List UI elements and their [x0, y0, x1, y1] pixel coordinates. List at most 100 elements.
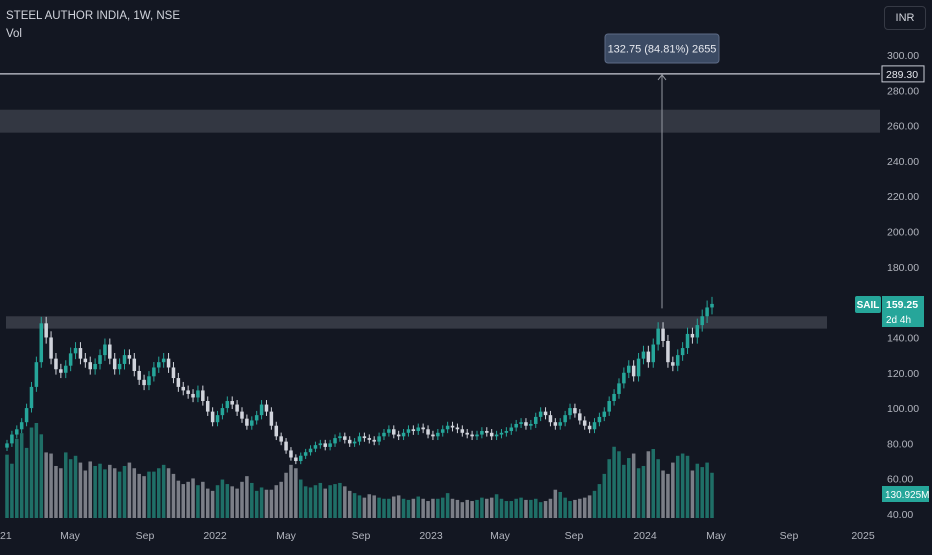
volume-bar: [230, 486, 234, 518]
volume-bar: [602, 473, 607, 518]
candle-body: [186, 390, 190, 394]
candle-body: [480, 431, 484, 435]
volume-bar: [387, 498, 391, 518]
candle-body: [176, 378, 181, 387]
candle-body: [406, 429, 411, 433]
candle-body: [695, 325, 700, 338]
volume-bar: [372, 495, 376, 518]
volume-bar: [440, 497, 445, 518]
volume-bar: [416, 496, 421, 518]
volume-bar: [396, 495, 401, 518]
resistance-zone-upper: [0, 109, 880, 133]
countdown-label: 2d 4h: [886, 315, 911, 326]
volume-bar: [298, 479, 303, 518]
candle-body: [313, 445, 318, 449]
candle-body: [103, 344, 107, 356]
volume-bar: [117, 471, 122, 518]
volume-bar: [269, 489, 274, 518]
volume-bar: [656, 459, 660, 518]
candle-body: [455, 427, 460, 430]
volume-last-badge: [882, 486, 929, 502]
volume-bar: [352, 493, 357, 518]
volume-bar: [171, 473, 176, 518]
measure-label: 132.75 (84.81%) 2655: [608, 44, 717, 56]
y-tick-label: 240.00: [887, 156, 919, 168]
candle-body: [284, 441, 288, 451]
candle-body: [445, 425, 450, 430]
volume-bar: [294, 468, 298, 518]
candle-body: [230, 401, 234, 405]
volume-bar: [695, 463, 700, 518]
candle-body: [254, 415, 259, 421]
candle-body: [690, 333, 695, 338]
candle-body: [666, 340, 670, 363]
candle-body: [372, 439, 376, 442]
volume-bar: [274, 485, 279, 518]
volume-bar: [411, 498, 416, 518]
volume-bar: [318, 482, 323, 518]
candle-body: [362, 436, 367, 439]
y-tick-label: 220.00: [887, 191, 919, 203]
volume-bar: [445, 493, 450, 518]
volume-bar: [215, 485, 220, 518]
currency-button[interactable]: INR: [884, 6, 926, 30]
volume-bar: [210, 490, 215, 518]
candle-body: [514, 423, 518, 428]
candle-body: [328, 443, 332, 447]
volume-bar: [382, 498, 386, 518]
candle-body: [710, 303, 714, 308]
candle-body: [152, 367, 156, 377]
candle-body: [137, 371, 141, 380]
candle-body: [705, 307, 709, 317]
candle-body: [592, 422, 597, 430]
volume-bar: [548, 498, 553, 518]
y-tick-label: 40.00: [887, 509, 913, 521]
volume-bar: [470, 501, 474, 518]
candle-body: [73, 348, 78, 354]
candle-body: [538, 411, 543, 417]
candle-body: [122, 355, 127, 364]
volume-bar: [460, 502, 465, 518]
candle-body: [573, 408, 577, 414]
volume-indicator-label[interactable]: Vol: [6, 28, 22, 40]
candle-body: [318, 443, 323, 446]
volume-bar: [622, 464, 626, 518]
volume-bar: [225, 484, 230, 518]
y-tick-label: 100.00: [887, 403, 919, 415]
candle-body: [641, 351, 646, 359]
volume-bar: [279, 481, 283, 518]
x-tick-label: 2023: [419, 530, 443, 542]
candle-body: [205, 401, 210, 412]
candle-body: [367, 438, 372, 440]
volume-bar: [98, 463, 102, 518]
x-tick-label: May: [276, 530, 297, 542]
volume-bar: [63, 452, 68, 518]
candle-body: [485, 431, 489, 433]
volume-bar: [480, 497, 484, 518]
volume-bar: [240, 481, 244, 518]
candle-body: [431, 434, 435, 437]
candle-body: [587, 425, 592, 430]
volume-bar: [323, 488, 327, 518]
volume-bar: [235, 488, 239, 518]
candle-body: [489, 432, 494, 437]
candle-body: [494, 434, 499, 437]
candle-body: [10, 434, 14, 444]
candle-body: [166, 358, 171, 368]
volume-bar: [343, 486, 347, 518]
volume-bar: [578, 498, 582, 518]
volume-bar: [455, 499, 460, 518]
candle-body: [132, 358, 137, 372]
volume-bar: [661, 470, 665, 518]
candle-body: [63, 365, 68, 373]
volume-bar: [651, 449, 656, 518]
symbol-badge-label: SAIL: [857, 300, 880, 311]
volume-bar: [347, 490, 352, 518]
volume-bar: [367, 494, 372, 518]
x-tick-label: 2024: [633, 530, 657, 542]
volume-bar: [509, 501, 514, 518]
volume-bar: [607, 459, 611, 518]
candle-body: [59, 369, 63, 373]
